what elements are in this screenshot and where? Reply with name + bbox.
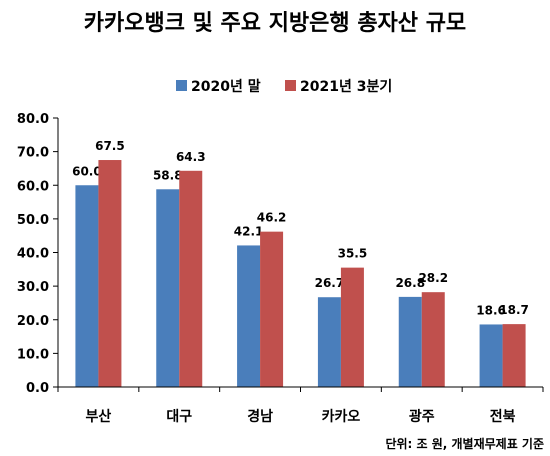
bar-2020 xyxy=(156,189,180,387)
x-tick-label: 광주 xyxy=(409,408,435,425)
legend-swatch-2020 xyxy=(176,80,187,91)
data-label: 42.1 xyxy=(234,224,264,238)
unit-note: 단위: 조 원, 개별재무제표 기준 xyxy=(385,436,544,451)
x-tick-label: 카카오 xyxy=(322,409,361,425)
y-tick-label: 70.0 xyxy=(17,146,49,161)
data-label: 46.2 xyxy=(257,211,287,225)
y-tick-label: 30.0 xyxy=(17,280,49,295)
chart-title: 카카오뱅크 및 주요 지방은행 총자산 규모 xyxy=(84,11,466,36)
legend-swatch-2021q3 xyxy=(285,80,296,91)
x-tick-label: 경남 xyxy=(247,408,273,425)
bar-2021q3 xyxy=(421,292,445,387)
y-tick-label: 50.0 xyxy=(17,213,49,228)
x-tick-label: 대구 xyxy=(166,409,192,425)
bar-2021q3 xyxy=(340,267,364,387)
y-tick-label: 0.0 xyxy=(26,381,49,396)
y-tick-label: 10.0 xyxy=(17,347,49,362)
data-label: 67.5 xyxy=(95,139,125,153)
bar-2020 xyxy=(479,324,503,387)
data-label: 35.5 xyxy=(338,247,368,261)
bars: 60.0 67.5 58.8 64.3 42.146.2 26.7 35.5 26.828.2… xyxy=(72,139,529,387)
bar-2020 xyxy=(317,297,341,387)
y-tick-label: 60.0 xyxy=(17,179,49,194)
x-axis: 부산 대구 경남 카카오 광주 전북 xyxy=(57,386,544,425)
bar-2021q3 xyxy=(98,160,122,387)
bar-2021q3 xyxy=(502,324,526,387)
data-label: 64.3 xyxy=(176,150,206,164)
bar-2020 xyxy=(75,185,99,387)
x-tick-label: 전북 xyxy=(490,408,516,425)
bar-2021q3 xyxy=(260,231,284,387)
data-label: 26.8 xyxy=(395,276,425,290)
data-label: 60.0 xyxy=(72,164,102,178)
data-label: 58.8 xyxy=(153,168,183,182)
bar-2020 xyxy=(237,245,261,387)
y-tick-label: 20.0 xyxy=(17,314,49,329)
bar-2020 xyxy=(398,296,422,387)
legend-label-2021q3: 2021년 3분기 xyxy=(300,79,392,95)
legend-label-2020: 2020년 말 xyxy=(191,79,261,95)
data-label: 28.2 xyxy=(418,271,448,285)
data-label: 18.7 xyxy=(499,303,529,317)
x-tick-label: 부산 xyxy=(86,408,112,425)
y-tick-label: 80.0 xyxy=(17,112,49,127)
y-axis: 0.0 10.0 20.0 30.0 40.0 50.0 60.0 70.0 80.0 xyxy=(17,112,59,396)
bar-2021q3 xyxy=(179,170,203,387)
y-tick-label: 40.0 xyxy=(17,247,49,262)
data-label: 26.7 xyxy=(315,276,345,290)
data-label: 18.6 xyxy=(476,303,506,317)
legend: 2020년 말 2021년 3분기 xyxy=(176,79,392,95)
